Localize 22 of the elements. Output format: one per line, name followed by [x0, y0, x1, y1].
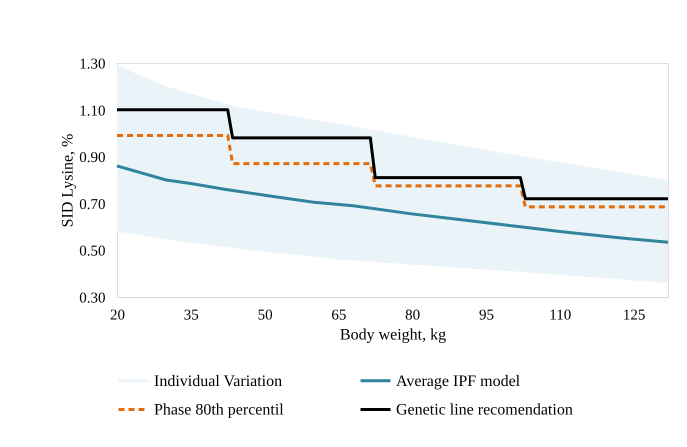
y-tick-label: 0.90	[79, 150, 106, 166]
legend-label: Phase 80th percentil	[154, 402, 284, 418]
legend-label: Average IPF model	[396, 372, 521, 390]
legend-label: Individual Variation	[154, 372, 282, 390]
x-tick-label: 20	[110, 308, 125, 324]
x-tick-label: 95	[478, 308, 494, 324]
line-series	[116, 108, 670, 200]
y-tick-label: 0.30	[79, 290, 106, 306]
y-axis-title: SID Lysine, %	[59, 134, 76, 228]
line-series	[116, 164, 670, 244]
y-tick-label: 0.70	[79, 196, 106, 213]
x-tick-label: 50	[258, 308, 273, 324]
x-tick-label: 35	[184, 308, 199, 324]
y-tick-label: 0.50	[79, 244, 106, 260]
legend-label: Genetic line recomendation	[396, 402, 573, 418]
x-tick-label: 125	[622, 308, 646, 324]
x-axis-title: Body weight, kg	[340, 326, 446, 344]
x-tick-label: 65	[331, 308, 346, 324]
y-tick-label: 1.10	[79, 103, 106, 120]
x-tick-label: 110	[549, 308, 572, 324]
x-tick-label: 80	[405, 308, 420, 324]
y-tick-label: 1.30	[79, 56, 106, 72]
